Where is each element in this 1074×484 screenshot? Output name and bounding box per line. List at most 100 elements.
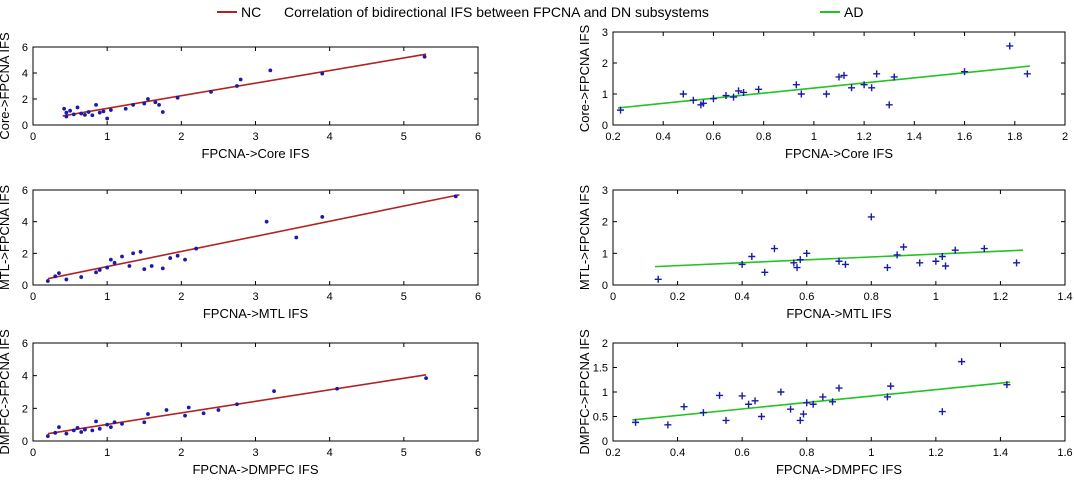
y-tick-label: 2 [22,248,28,260]
data-point [1006,42,1014,50]
data-point [108,108,113,112]
y-tick-label: 6 [22,185,28,197]
x-axis-label: FPCNA->MTL IFS [203,306,309,321]
scatter-panel-6: 0.2 0.4 0.6 0.8 1 1.2 1.4 1.6 0 0.5 1 1.5 2 FPCNA->DM… [577,329,1073,477]
x-axis-label: FPCNA->DMPFC IFS [192,462,318,477]
x-tick-label: 3 [252,447,258,459]
data-point [142,420,147,425]
x-tick-label: 0 [610,291,616,303]
data-point [958,358,966,366]
data-point [108,425,113,430]
data-point [57,425,61,430]
x-tick-label: 0.8 [756,131,771,143]
y-axis-label: MTL->FPCNA IFS [0,185,12,290]
data-point [841,260,849,268]
x-tick-label: 2 [178,131,184,143]
x-tick-label: 0.2 [605,131,620,143]
x-tick-label: 0.6 [734,447,749,459]
data-point [120,421,124,426]
data-point [1013,259,1021,267]
data-point [335,386,339,391]
data-point [209,89,213,94]
data-point [699,99,707,107]
data-point [294,235,299,240]
regression-line [62,53,427,117]
legend-nc-label: NC [241,4,261,20]
data-point [164,408,169,412]
data-point [235,84,239,88]
legend-ad-label: AD [844,4,863,20]
y-tick-label: 3 [602,185,608,197]
x-tick-label: 1.8 [1007,131,1022,143]
data-point [787,405,795,413]
x-tick-label: 1.6 [957,131,972,143]
y-tick-label: 4 [22,68,28,80]
x-tick-label: 1 [933,291,939,303]
data-point [916,259,924,267]
y-axis-label: Core->FPCNA IFS [577,25,592,133]
data-point [745,400,753,408]
data-point [761,268,769,276]
x-tick-label: 3 [252,291,258,303]
data-point [835,384,843,392]
y-tick-label: 2 [602,338,608,350]
data-point [809,400,817,408]
data-point [654,275,662,283]
data-point [730,93,738,101]
data-point [868,84,876,92]
y-tick-label: 0 [602,120,608,132]
x-axis-label: FPCNA->Core IFS [785,146,893,161]
data-point [867,213,875,221]
x-tick-label: 1.2 [856,131,871,143]
x-axis-label: FPCNA->DMPFC IFS [776,462,902,477]
data-point [860,81,868,89]
data-point [64,114,69,119]
figure-title: Correlation of bidirectional IFS between… [284,4,709,20]
data-point [716,391,724,399]
data-point [146,97,150,101]
y-tick-label: 3 [602,27,608,39]
data-point [94,270,98,275]
x-tick-label: 1.4 [993,447,1008,459]
data-point [932,257,940,265]
scatter-panel-4: 0 0.2 0.4 0.6 0.8 1 1.2 1.4 0 1 2 3 FPCNA->MTL IFS MT… [577,185,1073,321]
data-point [272,389,276,394]
data-point [790,259,798,267]
data-point [424,376,428,381]
data-point [1023,70,1031,78]
x-tick-label: 1 [104,447,110,459]
data-point [64,110,69,115]
x-tick-label: 2 [178,447,184,459]
x-tick-label: 1.4 [1057,291,1072,303]
data-point [186,405,191,410]
data-point [131,251,136,256]
y-tick-label: 6 [22,42,28,54]
data-point [938,253,946,260]
data-point [79,430,84,434]
data-point [453,194,458,199]
data-point [735,87,743,95]
data-point [792,81,800,89]
y-tick-label: 4 [22,371,28,383]
data-point [893,251,901,259]
axes-frame [612,31,1066,126]
y-tick-label: 0 [602,436,608,448]
x-tick-label: 1 [104,291,110,303]
data-point [822,90,830,98]
data-point [738,392,746,400]
data-point [175,95,180,100]
y-tick-label: 2 [22,94,28,106]
data-point [793,264,801,272]
data-point [268,68,273,73]
data-point [94,102,98,107]
data-point [803,399,811,407]
data-point [45,434,50,438]
data-point [740,88,748,96]
data-point [835,73,843,81]
data-point [90,113,95,118]
x-tick-label: 6 [475,447,481,459]
data-point [53,430,58,435]
y-axis-label: DMPFC->FPCNA IFS [577,329,592,455]
data-point [890,73,898,81]
